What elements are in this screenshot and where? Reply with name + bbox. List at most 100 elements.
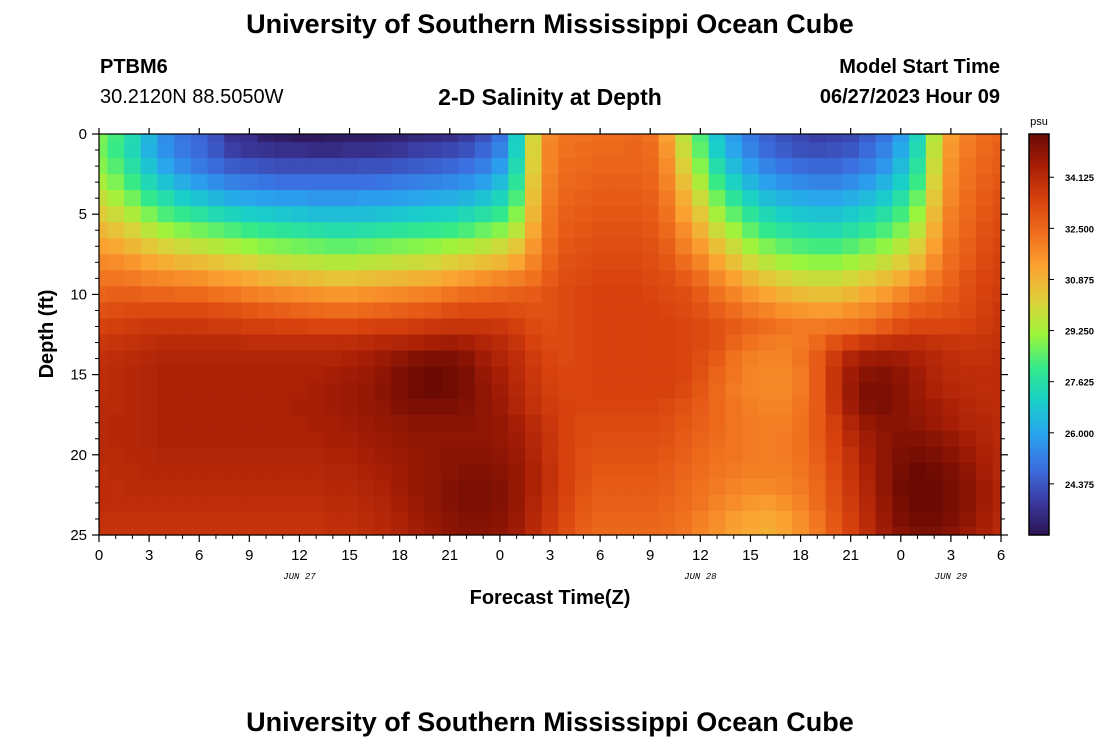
heatmap-cell [291, 398, 309, 416]
heatmap-cell [992, 334, 1002, 352]
heatmap-cell [625, 206, 643, 223]
heatmap-cell [591, 446, 610, 464]
heatmap-cell [959, 206, 977, 223]
heatmap-cell [808, 318, 827, 336]
heatmap-cell [641, 398, 660, 416]
heatmap-cell [591, 302, 610, 320]
heatmap-cell [725, 190, 743, 207]
heatmap-cell [324, 382, 342, 400]
heatmap-cell [424, 270, 443, 287]
heatmap-cell [424, 134, 443, 143]
heatmap-cell [99, 206, 108, 223]
heatmap-cell [992, 526, 1002, 536]
heatmap-cell [792, 494, 810, 512]
heatmap-cell [174, 142, 192, 159]
heatmap-cell [641, 142, 660, 159]
heatmap-cell [207, 478, 225, 496]
heatmap-cell [575, 414, 593, 432]
heatmap-cell [458, 174, 476, 191]
heatmap-cell [124, 174, 142, 191]
heatmap-cell [658, 270, 676, 287]
heatmap-cell [608, 270, 626, 287]
heatmap-cell [675, 286, 693, 304]
heatmap-cell [942, 174, 960, 191]
heatmap-cell [324, 222, 342, 239]
heatmap-cell [875, 190, 894, 207]
heatmap-cell [424, 382, 443, 400]
heatmap-cell [357, 270, 376, 287]
heatmap-cell [909, 158, 927, 175]
heatmap-cell [324, 494, 342, 512]
heatmap-cell [825, 430, 843, 448]
heatmap-cell [124, 414, 142, 432]
heatmap-cells [99, 134, 1002, 536]
heatmap-cell [508, 222, 526, 239]
heatmap-cell [925, 254, 944, 271]
heatmap-cell [641, 494, 660, 512]
heatmap-cell [658, 318, 676, 336]
heatmap-cell [291, 494, 309, 512]
heatmap-cell [842, 398, 860, 416]
heatmap-cell [124, 318, 142, 336]
heatmap-cell [725, 430, 743, 448]
heatmap-cell [658, 158, 676, 175]
heatmap-cell [859, 142, 877, 159]
heatmap-cell [491, 414, 509, 432]
heatmap-cell [391, 190, 409, 207]
heatmap-cell [257, 510, 275, 528]
heatmap-cell [508, 334, 526, 352]
heatmap-cell [625, 414, 643, 432]
heatmap-cell [808, 366, 827, 384]
heatmap-cell [207, 142, 225, 159]
heatmap-cell [691, 286, 710, 304]
heatmap-cell [357, 222, 376, 239]
heatmap-cell [357, 334, 376, 352]
heatmap-cell [174, 190, 192, 207]
heatmap-cell [575, 286, 593, 304]
heatmap-cell [742, 510, 760, 528]
heatmap-cell [792, 302, 810, 320]
heatmap-cell [391, 526, 409, 536]
heatmap-cell [942, 446, 960, 464]
heatmap-cell [124, 446, 142, 464]
heatmap-cell [575, 510, 593, 528]
heatmap-cell [825, 270, 843, 287]
heatmap-cell [892, 222, 910, 239]
heatmap-cell [374, 414, 392, 432]
heatmap-cell [691, 174, 710, 191]
heatmap-cell [808, 134, 827, 143]
heatmap-cell [558, 526, 576, 536]
heatmap-cell [291, 286, 309, 304]
heatmap-cell [274, 510, 292, 528]
heatmap-cell [207, 350, 225, 368]
heatmap-cell [190, 398, 209, 416]
heatmap-cell [658, 510, 676, 528]
heatmap-cell [942, 414, 960, 432]
heatmap-cell [408, 174, 426, 191]
heatmap-cell [224, 222, 242, 239]
heatmap-cell [825, 190, 843, 207]
heatmap-cell [708, 350, 726, 368]
heatmap-cell [892, 398, 910, 416]
heatmap-cell [307, 174, 326, 191]
heatmap-cell [341, 174, 359, 191]
heatmap-cell [842, 174, 860, 191]
heatmap-cell [959, 510, 977, 528]
heatmap-cell [875, 286, 894, 304]
heatmap-cell [124, 494, 142, 512]
heatmap-cell [658, 478, 676, 496]
heatmap-cell [859, 134, 877, 143]
heatmap-cell [859, 222, 877, 239]
heatmap-cell [691, 206, 710, 223]
heatmap-cell [641, 238, 660, 255]
heatmap-cell [424, 254, 443, 271]
heatmap-cell [408, 190, 426, 207]
heatmap-cell [224, 270, 242, 287]
heatmap-cell [658, 414, 676, 432]
station-id: PTBM6 [100, 56, 168, 78]
heatmap-cell [558, 510, 576, 528]
heatmap-cell [541, 510, 559, 528]
heatmap-cell [274, 430, 292, 448]
heatmap-cell [190, 446, 209, 464]
heatmap-cell [859, 382, 877, 400]
